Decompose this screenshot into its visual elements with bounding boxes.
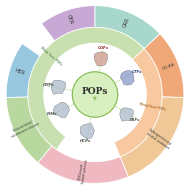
Polygon shape <box>51 80 66 94</box>
Text: POPs: POPs <box>82 87 108 96</box>
Text: Hydrogen/benzyl
alcohol oxidation: Hydrogen/benzyl alcohol oxidation <box>145 128 172 150</box>
Text: OER: OER <box>66 14 74 25</box>
Text: N₂/nitrate/nitrite/
nitrobenzene reduction: N₂/nitrate/nitrite/ nitrobenzene reducti… <box>9 118 41 139</box>
Polygon shape <box>94 52 108 66</box>
Text: POP-based
hybrid systems: POP-based hybrid systems <box>77 159 89 184</box>
Polygon shape <box>95 6 160 49</box>
Text: ▼: ▼ <box>93 95 97 100</box>
Text: HER: HER <box>14 68 25 76</box>
Polygon shape <box>120 108 133 121</box>
Polygon shape <box>114 49 162 157</box>
Polygon shape <box>6 43 40 98</box>
Polygon shape <box>38 146 128 183</box>
Text: ORR: ORR <box>122 16 131 28</box>
Polygon shape <box>6 97 52 163</box>
Polygon shape <box>44 43 146 146</box>
Text: PIMs: PIMs <box>47 112 57 116</box>
Text: HCPs: HCPs <box>80 139 91 143</box>
Polygon shape <box>28 27 144 149</box>
Text: Metallized POPs: Metallized POPs <box>139 102 166 112</box>
Polygon shape <box>120 70 134 85</box>
Text: CO₂RR: CO₂RR <box>162 63 176 71</box>
Polygon shape <box>53 102 70 118</box>
Text: Metal-free POPs: Metal-free POPs <box>39 45 62 66</box>
Text: CTFs: CTFs <box>131 70 142 74</box>
Polygon shape <box>80 124 94 139</box>
Polygon shape <box>42 6 95 41</box>
Text: PAFs: PAFs <box>130 118 140 122</box>
Polygon shape <box>120 97 184 177</box>
Polygon shape <box>144 34 184 98</box>
Text: CMPs: CMPs <box>43 83 55 87</box>
Text: COFs: COFs <box>98 46 109 50</box>
Polygon shape <box>72 72 118 117</box>
